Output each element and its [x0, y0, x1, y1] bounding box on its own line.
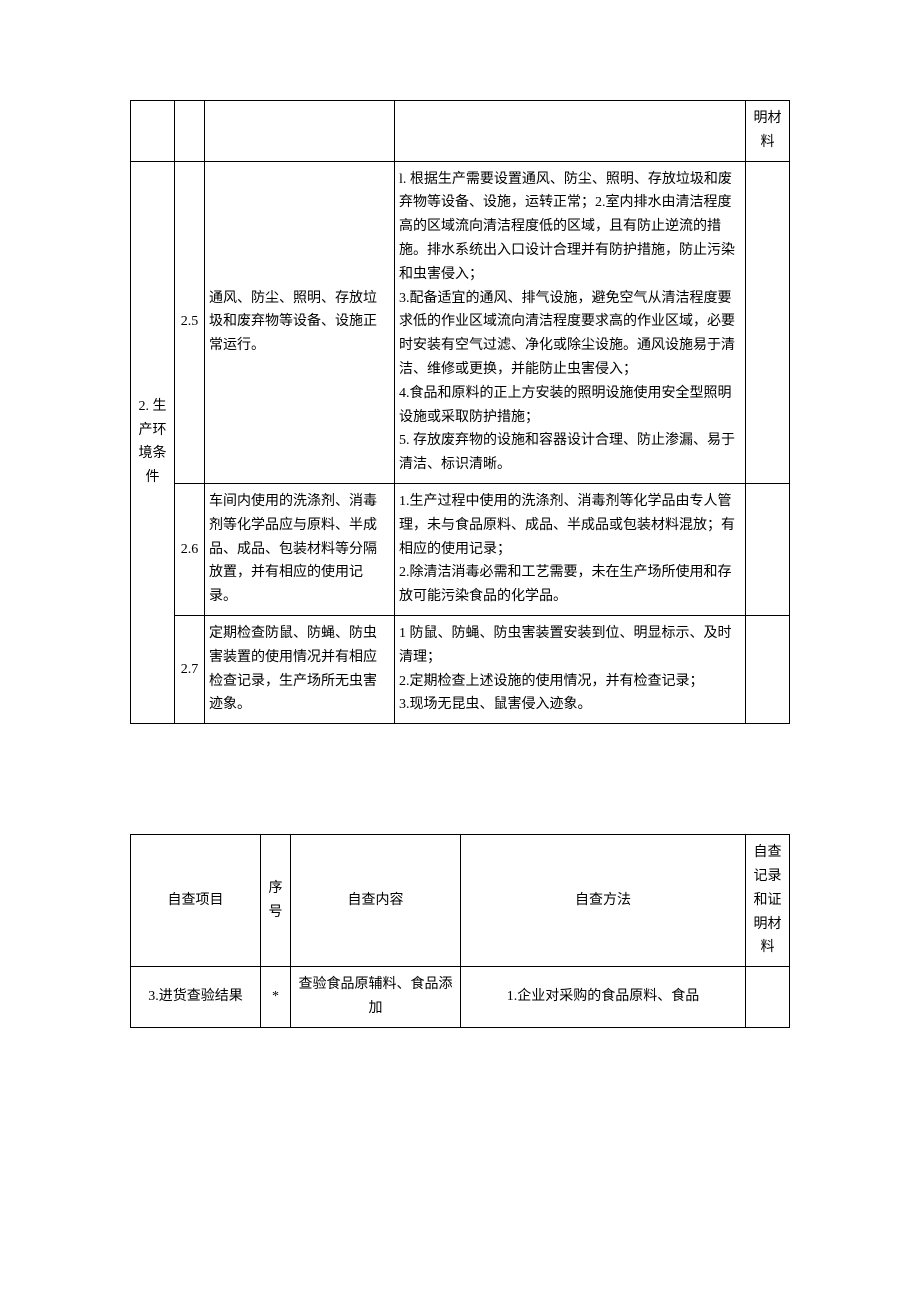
note-cell	[746, 161, 790, 483]
seq-cell: 2.5	[175, 161, 205, 483]
header-category: 自查项目	[131, 835, 261, 967]
seq-cell: 2.6	[175, 483, 205, 615]
table-row: 3.进货查验结果 * 查验食品原辅料、食品添加 1.企业对采购的食品原料、食品	[131, 967, 790, 1028]
header-method: 自查方法	[461, 835, 746, 967]
note-cell	[746, 967, 790, 1028]
method-cell: 1.企业对采购的食品原料、食品	[461, 967, 746, 1028]
table-row: 明材料	[131, 101, 790, 162]
method-cell-fragment	[395, 101, 746, 162]
method-cell: 1 防鼠、防蝇、防虫害装置安装到位、明显标示、及时清理； 2.定期检查上述设施的…	[395, 615, 746, 723]
table-header-row: 自查项目 序号 自查内容 自查方法 自查记录和证明材料	[131, 835, 790, 967]
method-cell: 1.生产过程中使用的洗涤剂、消毒剂等化学品由专人管理，未与食品原料、成品、半成品…	[395, 483, 746, 615]
header-content: 自查内容	[291, 835, 461, 967]
method-cell: l. 根据生产需要设置通风、防尘、照明、存放垃圾和废弃物等设备、设施，运转正常；…	[395, 161, 746, 483]
header-seq: 序号	[261, 835, 291, 967]
header-note: 自查记录和证明材料	[746, 835, 790, 967]
content-cell: 查验食品原辅料、食品添加	[291, 967, 461, 1028]
content-cell: 定期检查防鼠、防蝇、防虫害装置的使用情况并有相应检查记录，生产场所无虫害迹象。	[205, 615, 395, 723]
seq-cell: *	[261, 967, 291, 1028]
table-gap	[130, 724, 790, 834]
seq-cell: 2.7	[175, 615, 205, 723]
content-cell-fragment	[205, 101, 395, 162]
content-cell: 车间内使用的洗涤剂、消毒剂等化学品应与原料、半成品、成品、包装材料等分隔放置，并…	[205, 483, 395, 615]
note-cell	[746, 615, 790, 723]
page: 明材料 2. 生产环境条件 2.5 通风、防尘、照明、存放垃圾和废弃物等设备、设…	[0, 0, 920, 1088]
seq-cell-fragment	[175, 101, 205, 162]
category-cell-fragment	[131, 101, 175, 162]
note-cell	[746, 483, 790, 615]
content-cell: 通风、防尘、照明、存放垃圾和废弃物等设备、设施正常运行。	[205, 161, 395, 483]
inspection-table-2: 自查项目 序号 自查内容 自查方法 自查记录和证明材料 3.进货查验结果 * 查…	[130, 834, 790, 1028]
category-cell: 3.进货查验结果	[131, 967, 261, 1028]
category-cell: 2. 生产环境条件	[131, 161, 175, 724]
table-row: 2.7 定期检查防鼠、防蝇、防虫害装置的使用情况并有相应检查记录，生产场所无虫害…	[131, 615, 790, 723]
table-row: 2. 生产环境条件 2.5 通风、防尘、照明、存放垃圾和废弃物等设备、设施正常运…	[131, 161, 790, 483]
table-row: 2.6 车间内使用的洗涤剂、消毒剂等化学品应与原料、半成品、成品、包装材料等分隔…	[131, 483, 790, 615]
inspection-table-1: 明材料 2. 生产环境条件 2.5 通风、防尘、照明、存放垃圾和废弃物等设备、设…	[130, 100, 790, 724]
note-cell-fragment: 明材料	[746, 101, 790, 162]
